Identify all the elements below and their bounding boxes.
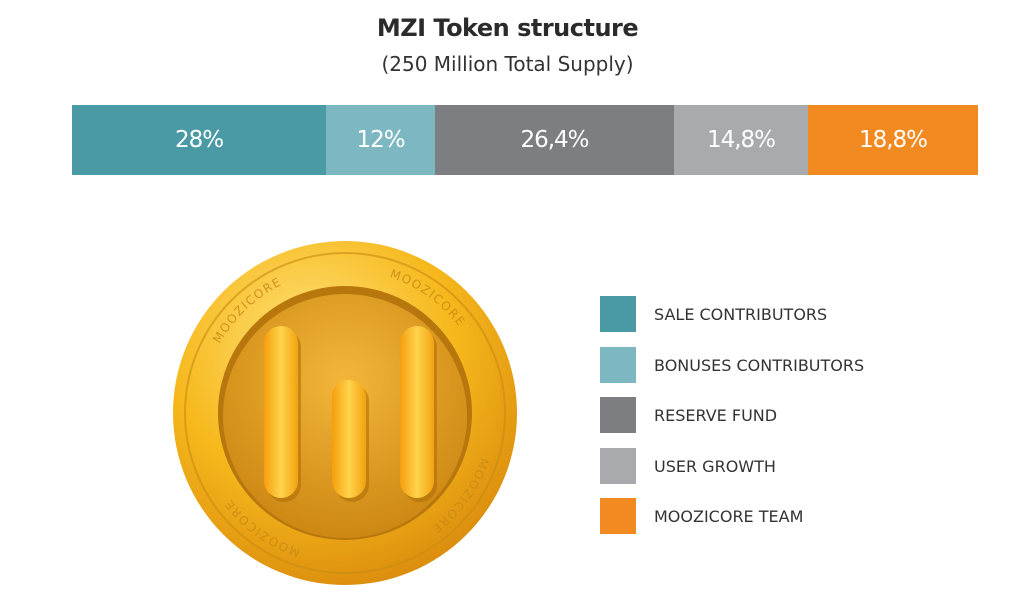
bar-data-label: 26,4% [520, 127, 589, 153]
bar-segment-bonuses-contributors: 12% [326, 105, 435, 175]
bar-data-label: 14,8% [706, 127, 776, 153]
chart-subtitle: (250 Million Total Supply) [381, 52, 634, 76]
stacked-bar: 28% 12% 26,4% 14,8% 18,8% [72, 105, 978, 175]
legend-item-user-growth: USER GROWTH [600, 448, 920, 484]
legend-swatch [600, 347, 636, 383]
legend-label: SALE CONTRIBUTORS [654, 305, 828, 324]
bar-segment-reserve-fund: 26,4% [435, 105, 674, 175]
legend-swatch [600, 498, 636, 534]
bar-data-label: 28% [174, 127, 224, 153]
coin-bar-right [400, 326, 434, 498]
bar-data-label: 12% [356, 127, 405, 153]
legend-item-moozicore-team: MOOZICORE TEAM [600, 498, 920, 534]
coin-bar-left [264, 326, 298, 498]
bar-data-label: 18,8% [858, 127, 928, 153]
bar-segment-moozicore-team: 18,8% [808, 105, 978, 175]
bar-segment-user-growth: 14,8% [674, 105, 808, 175]
legend-item-sale-contributors: SALE CONTRIBUTORS [600, 296, 920, 332]
legend-label: USER GROWTH [654, 457, 776, 476]
legend-label: RESERVE FUND [654, 406, 778, 425]
legend-label: BONUSES CONTRIBUTORS [654, 356, 865, 375]
bar-segment-sale-contributors: 28% [72, 105, 326, 175]
legend-swatch [600, 397, 636, 433]
legend-item-reserve-fund: RESERVE FUND [600, 397, 920, 433]
chart-title: MZI Token structure [376, 14, 639, 42]
legend-swatch [600, 296, 636, 332]
coin-bar-middle [332, 380, 366, 498]
legend-swatch [600, 448, 636, 484]
legend-item-bonuses-contributors: BONUSES CONTRIBUTORS [600, 347, 920, 383]
legend-label: MOOZICORE TEAM [654, 507, 804, 526]
